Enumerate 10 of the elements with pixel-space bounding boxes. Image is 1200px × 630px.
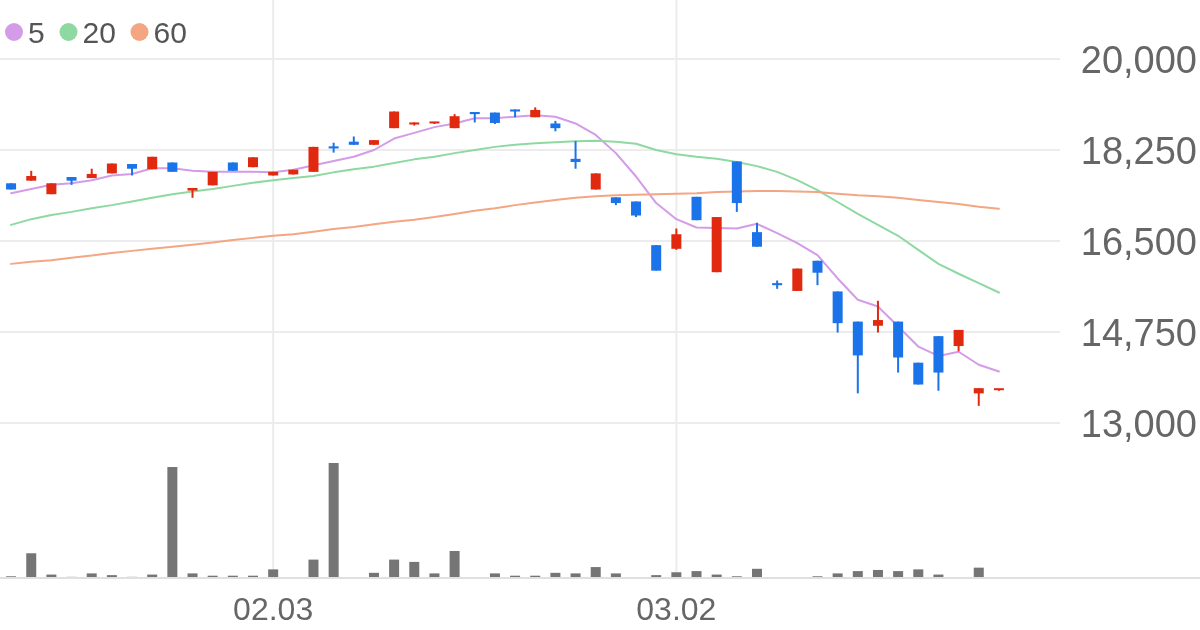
y-tick-label: 16,500 bbox=[1080, 220, 1197, 263]
legend-label: 60 bbox=[153, 15, 187, 49]
y-tick-label: 13,000 bbox=[1080, 402, 1197, 445]
legend-label: 20 bbox=[82, 15, 116, 49]
x-tick-label: 03.02 bbox=[636, 590, 717, 627]
y-tick-label: 14,750 bbox=[1080, 311, 1197, 354]
y-tick-label: 18,250 bbox=[1080, 129, 1197, 172]
y-tick-label: 20,000 bbox=[1080, 38, 1197, 81]
x-tick-label: 02.03 bbox=[233, 590, 314, 627]
legend-label: 5 bbox=[28, 15, 45, 49]
